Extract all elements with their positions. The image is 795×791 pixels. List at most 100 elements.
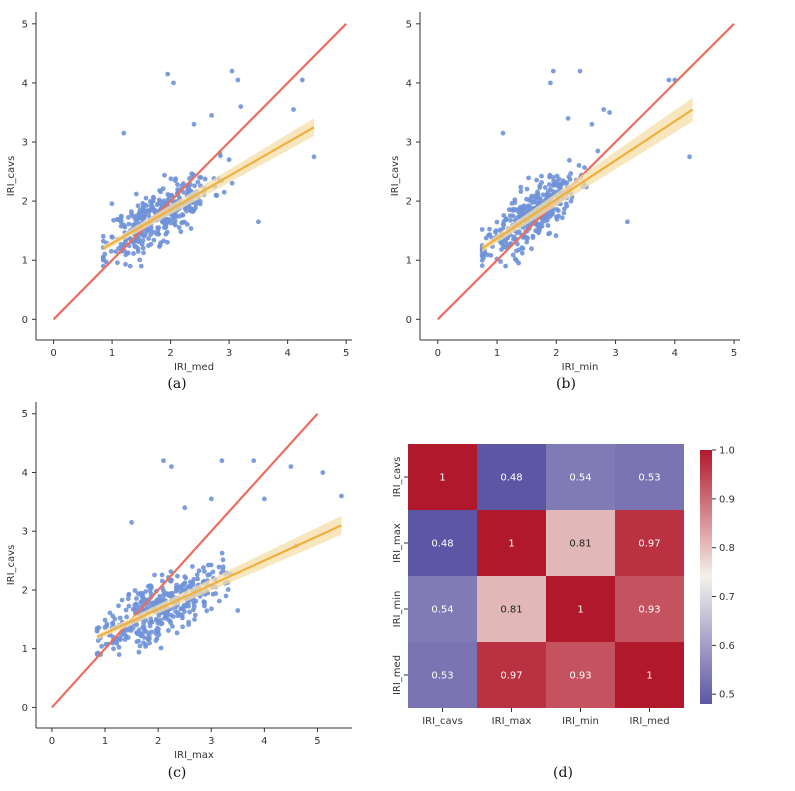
x-tick-label: 2 [155,736,161,747]
heatmap-cell-label: 0.48 [431,539,453,550]
scatter-point [551,182,557,188]
scatter-point [138,599,144,605]
scatter-point [160,186,166,192]
scatter-point [202,601,207,606]
heatmap-cell-label: 0.54 [431,605,453,616]
scatter-point [164,217,169,223]
scatter-point [137,207,143,213]
scatter-point [218,153,223,159]
x-tick-label: 1 [102,736,108,747]
scatter-point [516,209,521,215]
scatter-point [115,216,120,222]
scatter-point [136,236,142,242]
scatter-point [549,208,555,214]
scatter-point [125,596,131,602]
scatter-point [499,247,504,252]
scatter-point [100,233,106,239]
scatter-point [163,231,169,237]
scatter-point [148,616,154,621]
heatmap-cell-label: 0.53 [638,473,660,484]
scatter-point [139,591,145,596]
heatmap-cell [546,510,615,576]
scatter-point [209,606,214,612]
x-tick-label: 0 [435,348,441,359]
scatter-point [137,643,143,649]
scatter-point [123,261,128,267]
scatter-point [180,624,186,630]
scatter-point [567,157,572,163]
scatter-point [192,617,197,622]
scatter-point [220,564,226,570]
scatter-point [165,239,170,245]
x-tick-label: 4 [261,736,267,747]
heatmap-cell [615,444,684,510]
heatmap-cell [546,576,615,642]
heatmap-cell-label: 1 [646,671,652,682]
x-tick-label: 0 [49,736,55,747]
heatmap-cell [615,510,684,576]
scatter-point [152,572,157,578]
scatter-point [479,263,485,269]
scatter-point [530,233,536,239]
scatter-point [148,225,154,231]
y-tick-label: 2 [22,197,28,208]
heatmap-cell-label: 0.93 [569,671,591,682]
colorbar-tick-label: 0.8 [719,543,735,554]
heatmap-y-label: IRI_cavs [392,457,403,498]
scatter-point [158,645,164,651]
scatter-point [190,209,196,215]
scatter-point [172,218,178,224]
scatter-point [150,198,156,204]
scatter-point [149,629,154,635]
heatmap-cell [546,642,615,708]
scatter-point [187,609,193,615]
scatter-point [115,260,120,266]
heatmap-cell-label: 1 [508,539,514,550]
scatter-point [262,496,267,502]
scatter-point [195,179,201,185]
scatter-point [137,212,143,218]
heatmap-cell [615,576,684,642]
scatter-point [168,578,174,584]
scatter-point [339,493,344,499]
scatter-point [173,609,179,614]
scatter-point [196,568,202,574]
scatter-point [129,520,135,525]
scatter-point [589,121,595,127]
scatter-point [503,239,509,245]
scatter-point [116,636,121,641]
scatter-point [607,110,612,115]
scatter-point [127,263,133,269]
x-tick-label: 1 [109,348,115,359]
panel-c-scatter: 0 1 2 3 4 5 0 1 2 3 4 5 IRI_max IRI_cavs (c) [6,402,352,781]
scatter-point [539,173,544,179]
scatter-point [256,219,261,225]
heatmap-cell [546,444,615,510]
scatter-point [191,604,197,610]
scatter-point [201,565,206,570]
scatter-point [170,624,175,629]
y-tick-label: 3 [22,138,28,149]
scatter-point [567,177,573,182]
scatter-point [320,470,326,475]
scatter-point [157,244,162,249]
scatter-point [151,237,157,243]
scatter-point [168,569,174,574]
x-tick-label: 3 [612,348,618,359]
x-axis-label: IRI_med [174,362,214,373]
scatter-point [131,251,136,256]
panel-caption: (d) [553,765,573,781]
scatter-point [166,628,171,633]
heatmap-y-label: IRI_med [392,655,403,695]
scatter-point [183,575,189,581]
scatter-point [181,581,187,587]
scatter-point [140,631,145,636]
scatter-point [145,635,151,641]
scatter-point [141,250,146,256]
scatter-point [529,246,534,252]
scatter-point [197,198,203,204]
scatter-point [208,496,214,502]
scatter-point [179,586,185,592]
colorbar-tick-label: 0.9 [719,494,735,505]
scatter-point [161,592,167,598]
